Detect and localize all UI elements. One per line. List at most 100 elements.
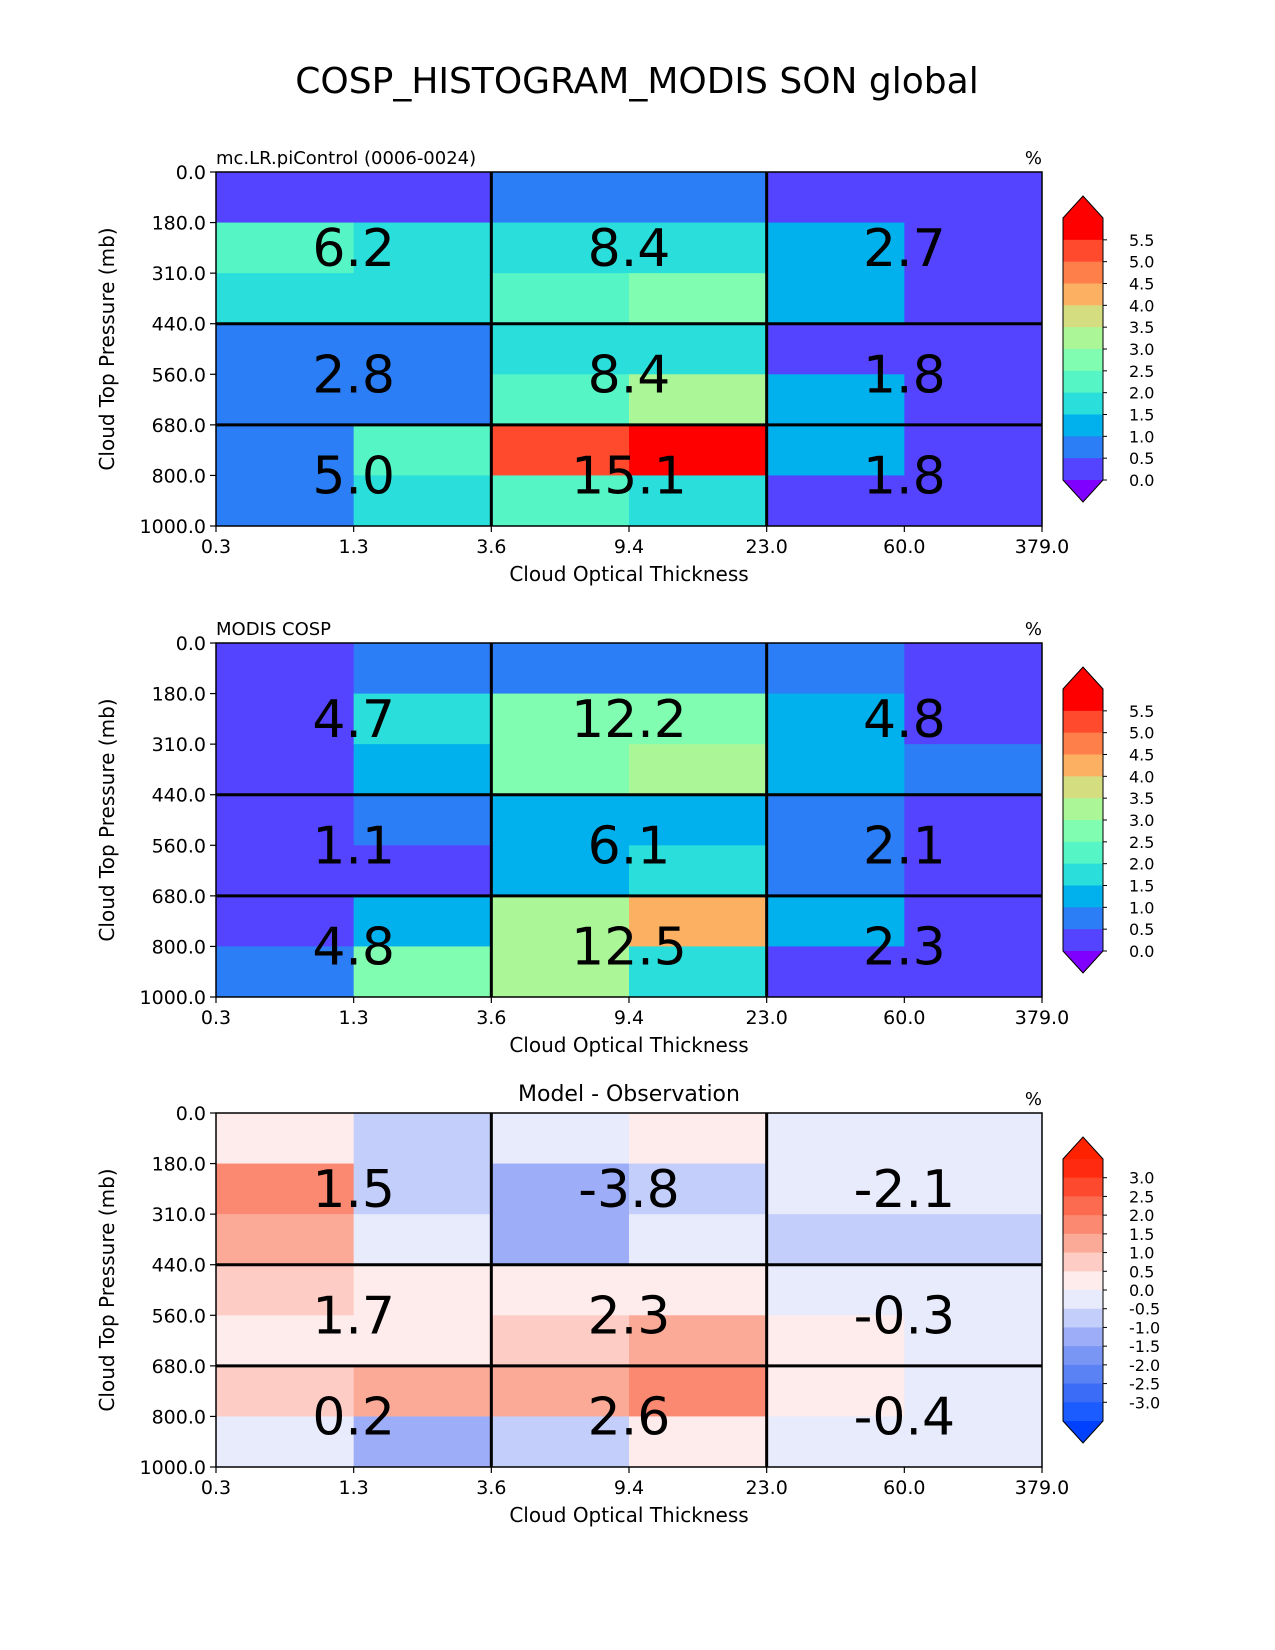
x-tick-label: 60.0 xyxy=(883,1007,925,1029)
heatmap-cell xyxy=(766,1264,905,1316)
heatmap-cell xyxy=(491,374,630,426)
heatmap-cell xyxy=(216,222,355,274)
y-tick-label: 560.0 xyxy=(152,364,206,386)
colorbar-segment xyxy=(1063,261,1103,284)
heatmap-cell xyxy=(353,895,492,947)
colorbar-segment xyxy=(1063,414,1103,437)
colorbar-segment xyxy=(1063,1177,1103,1197)
heatmap-cell xyxy=(766,424,905,476)
colorbar-segment xyxy=(1063,1271,1103,1291)
heatmap-cell xyxy=(629,1113,768,1165)
y-tick-label: 1000.0 xyxy=(140,1457,206,1479)
heatmap-cell xyxy=(904,1214,1043,1266)
heatmap-cell xyxy=(216,424,355,476)
colorbar-tick-label: 4.0 xyxy=(1129,296,1154,315)
heatmap-cell xyxy=(491,794,630,846)
y-tick-label: 0.0 xyxy=(176,1103,206,1125)
heatmap-cell xyxy=(353,374,492,426)
heatmap-cell xyxy=(216,1416,355,1468)
y-tick-label: 680.0 xyxy=(152,415,206,437)
heatmap-cell xyxy=(491,895,630,947)
heatmap-cell xyxy=(353,1113,492,1165)
data-label: 1.8 xyxy=(863,446,946,506)
heatmap-cell xyxy=(766,222,905,274)
colorbar-segment xyxy=(1063,370,1103,394)
x-tick-label: 23.0 xyxy=(746,536,788,558)
colorbar-tick-label: 2.5 xyxy=(1129,833,1154,852)
heatmap-cell xyxy=(629,323,768,375)
heatmap-cell xyxy=(353,424,492,476)
x-tick-label: 0.3 xyxy=(201,536,231,558)
heatmap-cell xyxy=(216,172,355,224)
y-tick-label: 180.0 xyxy=(152,684,206,706)
heatmap-cell xyxy=(904,744,1043,796)
colorbar-segment xyxy=(1063,798,1103,821)
colorbar-under-arrow xyxy=(1063,480,1103,502)
colorbar-tick-label: 3.5 xyxy=(1129,789,1154,808)
heatmap-cell xyxy=(629,424,768,476)
x-tick-label: 23.0 xyxy=(746,1477,788,1499)
heatmap-cell xyxy=(353,1416,492,1468)
data-label: 1.1 xyxy=(312,816,395,876)
colorbar-segment xyxy=(1063,710,1103,734)
heatmap-cell xyxy=(766,1365,905,1417)
colorbar-tick-label: 0.0 xyxy=(1129,471,1154,490)
x-tick-label: 3.6 xyxy=(476,1007,506,1029)
heatmap-cell xyxy=(216,1163,355,1215)
data-label: 4.8 xyxy=(312,917,395,977)
heatmap-cell xyxy=(766,1214,905,1266)
data-label: 6.2 xyxy=(312,219,395,279)
colorbar-segment xyxy=(1063,689,1103,712)
colorbar-segment xyxy=(1063,1252,1103,1272)
x-tick-label: 1.3 xyxy=(339,1477,369,1499)
heatmap-cell xyxy=(766,845,905,897)
colorbar-tick-label: -2.0 xyxy=(1129,1356,1160,1375)
colorbar-tick-label: -1.5 xyxy=(1129,1337,1160,1356)
heatmap-cell xyxy=(766,643,905,695)
data-label: 2.8 xyxy=(312,345,395,405)
heatmap-cell xyxy=(216,946,355,998)
heatmap-cell xyxy=(491,1315,630,1367)
colorbar-tick-label: 0.0 xyxy=(1129,1281,1154,1300)
data-label: -3.8 xyxy=(578,1160,679,1220)
heatmap-cell xyxy=(766,1163,905,1215)
x-tick-label: 1.3 xyxy=(339,536,369,558)
y-tick-label: 800.0 xyxy=(152,936,206,958)
colorbar-segment xyxy=(1063,1346,1103,1366)
panel-units: % xyxy=(1025,619,1042,640)
colorbar-segment xyxy=(1063,327,1103,350)
colorbar-tick-label: 3.5 xyxy=(1129,318,1154,337)
colorbar-segment xyxy=(1063,436,1103,459)
data-label: 6.1 xyxy=(588,816,671,876)
data-label: 4.7 xyxy=(312,690,395,750)
colorbar-tick-label: 1.5 xyxy=(1129,877,1154,896)
y-tick-label: 310.0 xyxy=(152,263,206,285)
colorbar-segment xyxy=(1063,820,1103,843)
colorbar-tick-label: 4.0 xyxy=(1129,767,1154,786)
heatmap-cell xyxy=(766,895,905,947)
x-tick-label: 9.4 xyxy=(614,1477,644,1499)
heatmap-cell xyxy=(216,1113,355,1165)
heatmap-cell xyxy=(216,643,355,695)
colorbar-tick-label: 1.0 xyxy=(1129,1244,1154,1263)
heatmap-cell xyxy=(216,1315,355,1367)
heatmap-cell xyxy=(904,1264,1043,1316)
heatmap-cell xyxy=(353,475,492,527)
data-label: 2.1 xyxy=(863,816,946,876)
data-label: 2.3 xyxy=(588,1286,671,1346)
heatmap-cell xyxy=(904,424,1043,476)
x-tick-label: 23.0 xyxy=(746,1007,788,1029)
colorbar-segment xyxy=(1063,1364,1103,1385)
colorbar-tick-label: 2.0 xyxy=(1129,855,1154,874)
heatmap-cell xyxy=(491,273,630,325)
colorbar-tick-label: -3.0 xyxy=(1129,1393,1160,1412)
heatmap-cell xyxy=(491,845,630,897)
heatmap-cell xyxy=(491,475,630,527)
panel-1: 6.2 8.4 2.7 2.8 8.4 1.8 5.0 15.1 1.8 0.3 1.3 3.6 9.4… xyxy=(95,148,1154,586)
heatmap-cell xyxy=(216,475,355,527)
data-label: 2.7 xyxy=(863,219,946,279)
colorbar-tick-label: -0.5 xyxy=(1129,1300,1160,1319)
colorbar-segment xyxy=(1063,1402,1103,1422)
colorbar-segment xyxy=(1063,885,1103,908)
